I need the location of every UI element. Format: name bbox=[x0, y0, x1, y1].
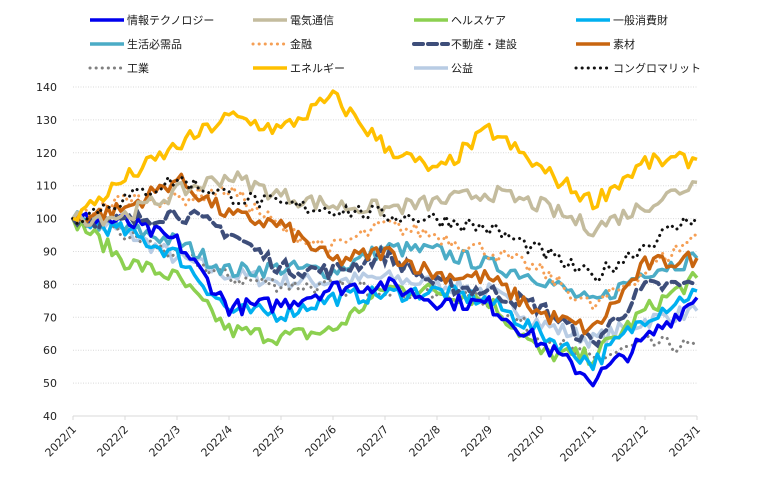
legend-item: 工業 bbox=[88, 62, 149, 75]
series-line-10 bbox=[71, 212, 699, 349]
legend-item: 金融 bbox=[251, 37, 312, 51]
series-line-9 bbox=[72, 89, 698, 222]
y-tick-label: 80 bbox=[43, 278, 57, 291]
x-tick-label: 2022/2 bbox=[95, 423, 132, 460]
x-tick-label: 2022/9 bbox=[459, 423, 496, 460]
legend-label: エネルギー bbox=[290, 62, 345, 75]
x-tick-label: 2022/8 bbox=[407, 423, 444, 460]
y-tick-label: 110 bbox=[36, 180, 57, 193]
y-tick-label: 90 bbox=[43, 246, 57, 259]
x-tick-label: 2022/3 bbox=[147, 423, 184, 460]
y-tick-label: 120 bbox=[36, 147, 57, 160]
legend-label: 一般消費財 bbox=[613, 13, 668, 27]
y-tick-label: 100 bbox=[36, 213, 57, 226]
x-tick-label: 2022/10 bbox=[506, 423, 548, 465]
y-tick-label: 60 bbox=[43, 344, 57, 357]
legend-label: 電気通信 bbox=[290, 13, 334, 27]
y-tick-label: 130 bbox=[36, 114, 57, 127]
legend-label: 工業 bbox=[127, 62, 149, 75]
y-tick-label: 70 bbox=[43, 311, 57, 324]
legend-label: 金融 bbox=[290, 37, 312, 51]
legend-label: ヘルスケア bbox=[451, 14, 506, 27]
legend-item: ヘルスケア bbox=[414, 14, 506, 27]
x-tick-label: 2022/4 bbox=[199, 423, 236, 460]
x-tick-label: 2022/5 bbox=[251, 423, 288, 460]
x-tick-label: 2022/11 bbox=[558, 423, 600, 465]
legend-item: 生活必需品 bbox=[90, 37, 182, 51]
legend-label: コングロマリット bbox=[613, 61, 701, 75]
series-line-0 bbox=[71, 211, 699, 388]
series-line-3 bbox=[71, 212, 698, 372]
legend-item: 素材 bbox=[576, 37, 635, 51]
legend-label: 生活必需品 bbox=[127, 37, 182, 51]
legend-label: 素材 bbox=[613, 37, 635, 51]
series-line-11 bbox=[71, 173, 699, 285]
legend-item: 電気通信 bbox=[253, 13, 334, 27]
series-lines bbox=[71, 89, 699, 388]
y-tick-label: 40 bbox=[43, 410, 57, 423]
y-tick-label: 50 bbox=[43, 377, 57, 390]
legend-item: 情報テクノロジー bbox=[90, 14, 214, 27]
legend-item: コングロマリット bbox=[574, 61, 701, 75]
x-tick-label: 2022/12 bbox=[610, 423, 652, 465]
legend-item: 一般消費財 bbox=[576, 13, 668, 27]
legend-label: 不動産・建設 bbox=[451, 37, 517, 51]
x-tick-label: 2022/1 bbox=[43, 423, 80, 460]
legend-label: 公益 bbox=[451, 61, 473, 75]
series-line-6 bbox=[71, 207, 699, 349]
legend-item: 公益 bbox=[414, 61, 473, 75]
series-line-5 bbox=[71, 178, 699, 313]
x-axis: 2022/1 2022/2 2022/3 2022/4 2022/5 2022/6 2022… bbox=[43, 415, 704, 465]
series-line-1 bbox=[71, 170, 698, 238]
x-tick-label: 2022/6 bbox=[303, 423, 340, 460]
y-axis: 40 50 60 70 80 90 100 110 120 130 140 bbox=[36, 81, 57, 423]
x-tick-label: 2022/7 bbox=[355, 423, 392, 460]
legend-item: エネルギー bbox=[253, 62, 345, 75]
y-tick-label: 140 bbox=[36, 81, 57, 94]
x-tick-label: 2023/1 bbox=[667, 423, 704, 460]
legend-item: 不動産・建設 bbox=[412, 37, 517, 51]
legend-label: 情報テクノロジー bbox=[127, 14, 214, 27]
